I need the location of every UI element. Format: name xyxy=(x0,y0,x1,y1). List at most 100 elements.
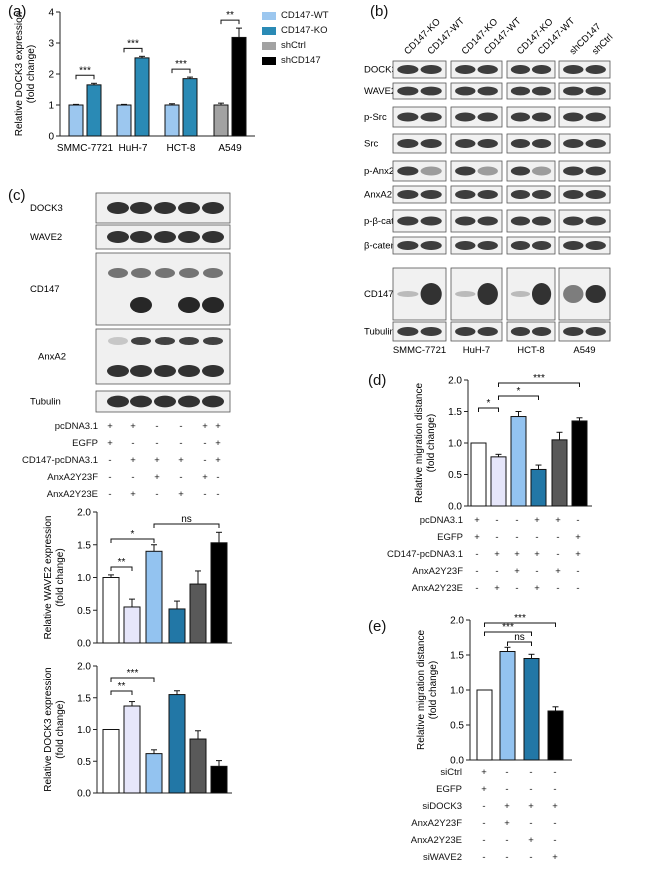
treat-c-sign: + xyxy=(202,421,208,432)
b-band xyxy=(531,216,552,226)
b-blot-box xyxy=(506,160,556,182)
b-band xyxy=(531,190,552,199)
b-band xyxy=(510,86,531,96)
b-band xyxy=(455,112,476,122)
treat-c-sign: - xyxy=(203,438,207,449)
treat-c-sign: + xyxy=(202,472,208,483)
treat-d-sign: + xyxy=(514,566,520,577)
b-protein-label: Tubulin xyxy=(364,327,395,338)
treat-c-sign: + xyxy=(130,489,136,500)
c1-significance-label: * xyxy=(131,529,135,540)
legend-swatch-shcd147 xyxy=(262,56,276,65)
treat-c-sign: - xyxy=(108,472,112,483)
b-band xyxy=(477,86,498,96)
b-band xyxy=(585,241,606,250)
b-band xyxy=(510,241,531,250)
legend-item-shctrl: shCtrl xyxy=(262,38,362,53)
b-band xyxy=(397,216,419,226)
b-band xyxy=(420,241,442,250)
b-protein-label: β-catenin xyxy=(364,241,403,252)
b-band xyxy=(531,86,552,96)
a-significance-label: *** xyxy=(175,59,187,70)
a-y-axis-label-2: (fold change) xyxy=(26,45,37,103)
treat-c-sign: + xyxy=(154,472,160,483)
b-band xyxy=(563,327,584,336)
treat-d-row-label: AnxA2Y23E xyxy=(411,583,463,594)
panel-letter-e: (e) xyxy=(368,618,387,635)
a-y-tick-label: 2 xyxy=(48,70,54,81)
legend-item-ko: CD147-KO xyxy=(262,23,362,38)
c-protein-label: DOCK3 xyxy=(30,203,63,214)
c-band xyxy=(107,231,129,243)
b-band xyxy=(563,139,584,148)
b-band xyxy=(455,291,476,297)
a-category-label: A549 xyxy=(218,143,242,154)
e-bar xyxy=(523,658,540,761)
legend-swatch-wt xyxy=(262,11,276,20)
treat-e-row-label: AnxA2Y23F xyxy=(411,818,462,829)
treat-c-row-label: EGFP xyxy=(72,438,98,449)
treat-d-sign: + xyxy=(474,515,480,526)
treat-d-sign: - xyxy=(556,532,560,543)
b-cell-line-label: HCT-8 xyxy=(517,345,544,356)
c-band xyxy=(178,395,200,408)
treat-d-sign: - xyxy=(495,515,499,526)
b-band xyxy=(420,139,442,148)
treat-e-sign: + xyxy=(481,767,487,778)
treat-e-sign: + xyxy=(552,852,558,863)
a-significance-label: *** xyxy=(79,65,91,76)
a-y-tick-label: 0 xyxy=(48,132,54,143)
treat-e-row-label: EGFP xyxy=(436,784,462,795)
treat-d-sign: + xyxy=(494,583,500,594)
c-band xyxy=(178,297,200,313)
b-blot-box xyxy=(392,321,447,342)
b-band xyxy=(563,65,584,74)
treat-c-sign: + xyxy=(215,421,221,432)
b-band xyxy=(420,112,442,122)
c-band xyxy=(179,268,199,278)
legend-label-wt: CD147-WT xyxy=(281,10,329,21)
b-blot-box xyxy=(450,133,503,154)
treat-d-sign: + xyxy=(555,566,561,577)
b-band xyxy=(563,241,584,250)
treat-d-sign: - xyxy=(535,532,539,543)
treat-c-sign: - xyxy=(179,438,183,449)
c2-y-tick-label: 1.0 xyxy=(77,725,91,736)
treat-c-sign: + xyxy=(215,455,221,466)
b-band xyxy=(585,166,606,176)
panel-letter-b: (b) xyxy=(370,3,389,20)
treat-d-row-label: AnxA2Y23F xyxy=(412,566,463,577)
c1-y-tick-label: 2.0 xyxy=(77,508,91,519)
legend-label-ko: CD147-KO xyxy=(281,25,328,36)
b-band xyxy=(420,283,442,305)
b-band xyxy=(397,112,419,122)
c-band xyxy=(131,337,151,345)
d-y-tick-label: 0.5 xyxy=(448,470,462,481)
legend-swatch-shctrl xyxy=(262,41,276,50)
a-significance-bracket xyxy=(220,19,240,25)
treat-e-sign: - xyxy=(529,767,533,778)
e-bar xyxy=(476,689,493,761)
treat-e-sign: - xyxy=(529,818,533,829)
b-blot-box xyxy=(506,321,556,342)
e-significance-bracket xyxy=(484,631,532,636)
b-band xyxy=(531,166,552,176)
b-band xyxy=(397,241,419,250)
b-band xyxy=(510,327,531,336)
treat-d-sign: - xyxy=(556,583,560,594)
c-band xyxy=(203,268,223,278)
e-y-tick-label: 0.0 xyxy=(450,756,464,767)
treat-e-sign: + xyxy=(481,784,487,795)
treat-d-sign: - xyxy=(515,583,519,594)
treat-c-sign: + xyxy=(107,421,113,432)
b-band xyxy=(531,241,552,250)
a-category-label: HCT-8 xyxy=(167,143,196,154)
treat-c-sign: - xyxy=(216,472,220,483)
treat-e-sign: - xyxy=(553,835,557,846)
treat-e-row-label: siCtrl xyxy=(440,767,462,778)
b-band xyxy=(531,283,552,305)
b-band xyxy=(585,112,606,122)
